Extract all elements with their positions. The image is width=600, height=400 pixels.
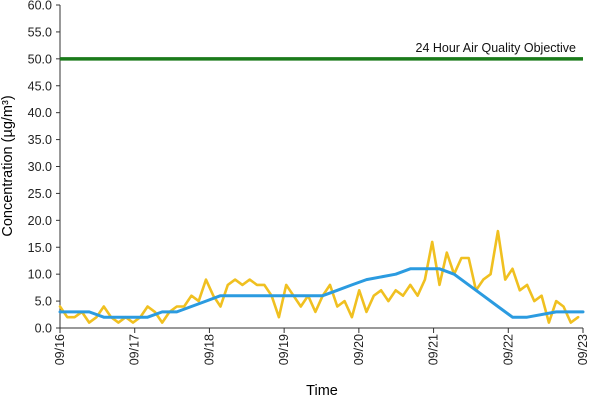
y-tick-label: 40.0 <box>28 106 52 120</box>
x-tick-label: 09/18 <box>202 334 216 365</box>
x-axis-title: Time <box>306 383 338 399</box>
y-tick-label: 30.0 <box>28 160 52 174</box>
y-tick-label: 60.0 <box>28 0 52 13</box>
y-tick-label: 25.0 <box>28 187 52 201</box>
y-tick-label: 50.0 <box>28 52 52 66</box>
y-tick-label: 35.0 <box>28 133 52 147</box>
y-tick-label: 10.0 <box>28 268 52 282</box>
x-tick-label: 09/22 <box>501 334 515 365</box>
x-tick-label: 09/21 <box>427 334 441 365</box>
x-tick-label: 09/17 <box>128 334 142 365</box>
y-tick-label: 0.0 <box>35 322 52 336</box>
objective-label: 24 Hour Air Quality Objective <box>416 41 577 55</box>
y-tick-label: 15.0 <box>28 241 52 255</box>
y-tick-label: 55.0 <box>28 25 52 39</box>
x-tick-label: 09/19 <box>277 334 291 365</box>
y-axis-title: Concentration (µg/m³) <box>0 95 16 236</box>
x-tick-label: 09/23 <box>576 334 590 365</box>
x-tick-label: 09/20 <box>352 334 366 365</box>
y-tick-label: 45.0 <box>28 79 52 93</box>
series-group <box>58 229 585 324</box>
y-tick-label: 20.0 <box>28 214 52 228</box>
x-tick-label: 09/16 <box>53 334 67 365</box>
series-line-1 <box>58 229 580 324</box>
tick-labels-group: 0.0 5.0 10.0 15.0 20.0 25.0 30.0 35.0 40.0 45.0 50… <box>28 0 590 365</box>
series-line-2 <box>58 267 585 319</box>
y-tick-label: 5.0 <box>35 295 52 309</box>
